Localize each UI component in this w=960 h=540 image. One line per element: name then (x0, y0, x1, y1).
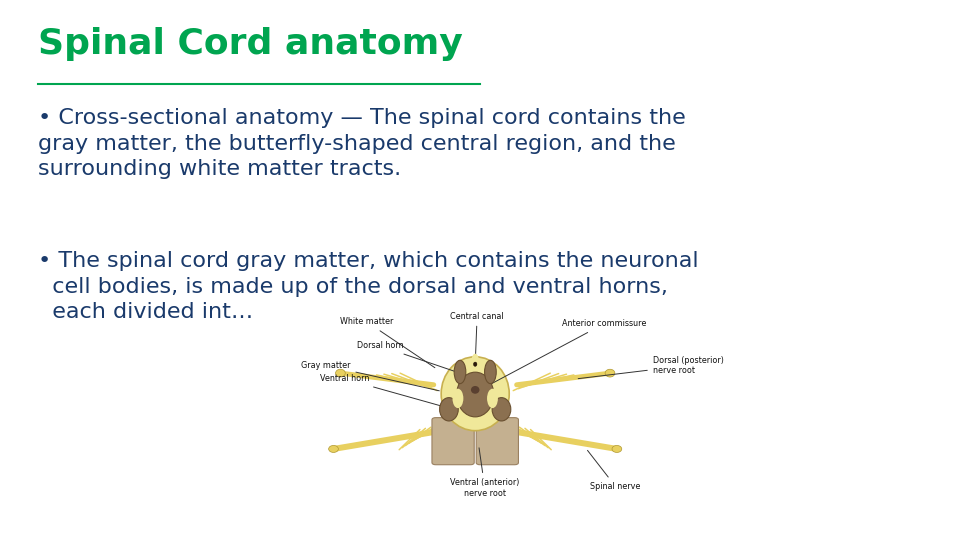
Text: Gray matter: Gray matter (300, 361, 440, 391)
Ellipse shape (454, 360, 466, 383)
Text: Central canal: Central canal (450, 312, 504, 361)
Ellipse shape (612, 446, 622, 453)
Ellipse shape (471, 386, 479, 394)
Ellipse shape (605, 369, 614, 377)
Ellipse shape (492, 397, 511, 421)
Ellipse shape (440, 397, 458, 421)
Ellipse shape (457, 372, 493, 417)
Ellipse shape (336, 369, 346, 377)
Text: Dorsal (posterior)
nerve root: Dorsal (posterior) nerve root (578, 356, 724, 379)
Text: Spinal Cord anatomy: Spinal Cord anatomy (38, 27, 463, 61)
Text: Ventral horn: Ventral horn (321, 374, 446, 407)
Ellipse shape (442, 357, 509, 431)
Text: Spinal nerve: Spinal nerve (588, 450, 640, 491)
Text: Dorsal horn: Dorsal horn (356, 341, 457, 372)
Text: Ventral (anterior)
nerve root: Ventral (anterior) nerve root (450, 448, 519, 497)
Ellipse shape (473, 362, 477, 366)
FancyBboxPatch shape (432, 417, 474, 465)
Text: • The spinal cord gray matter, which contains the neuronal
  cell bodies, is mad: • The spinal cord gray matter, which con… (38, 251, 699, 322)
Ellipse shape (328, 446, 338, 453)
Ellipse shape (452, 389, 464, 408)
Ellipse shape (467, 378, 484, 407)
Ellipse shape (485, 360, 496, 383)
FancyBboxPatch shape (476, 417, 518, 465)
Text: White matter: White matter (340, 318, 435, 368)
Ellipse shape (487, 389, 498, 408)
Text: • Cross-sectional anatomy — The spinal cord contains the
gray matter, the butter: • Cross-sectional anatomy — The spinal c… (38, 108, 686, 179)
Ellipse shape (471, 354, 479, 366)
Text: Anterior commissure: Anterior commissure (485, 320, 646, 387)
